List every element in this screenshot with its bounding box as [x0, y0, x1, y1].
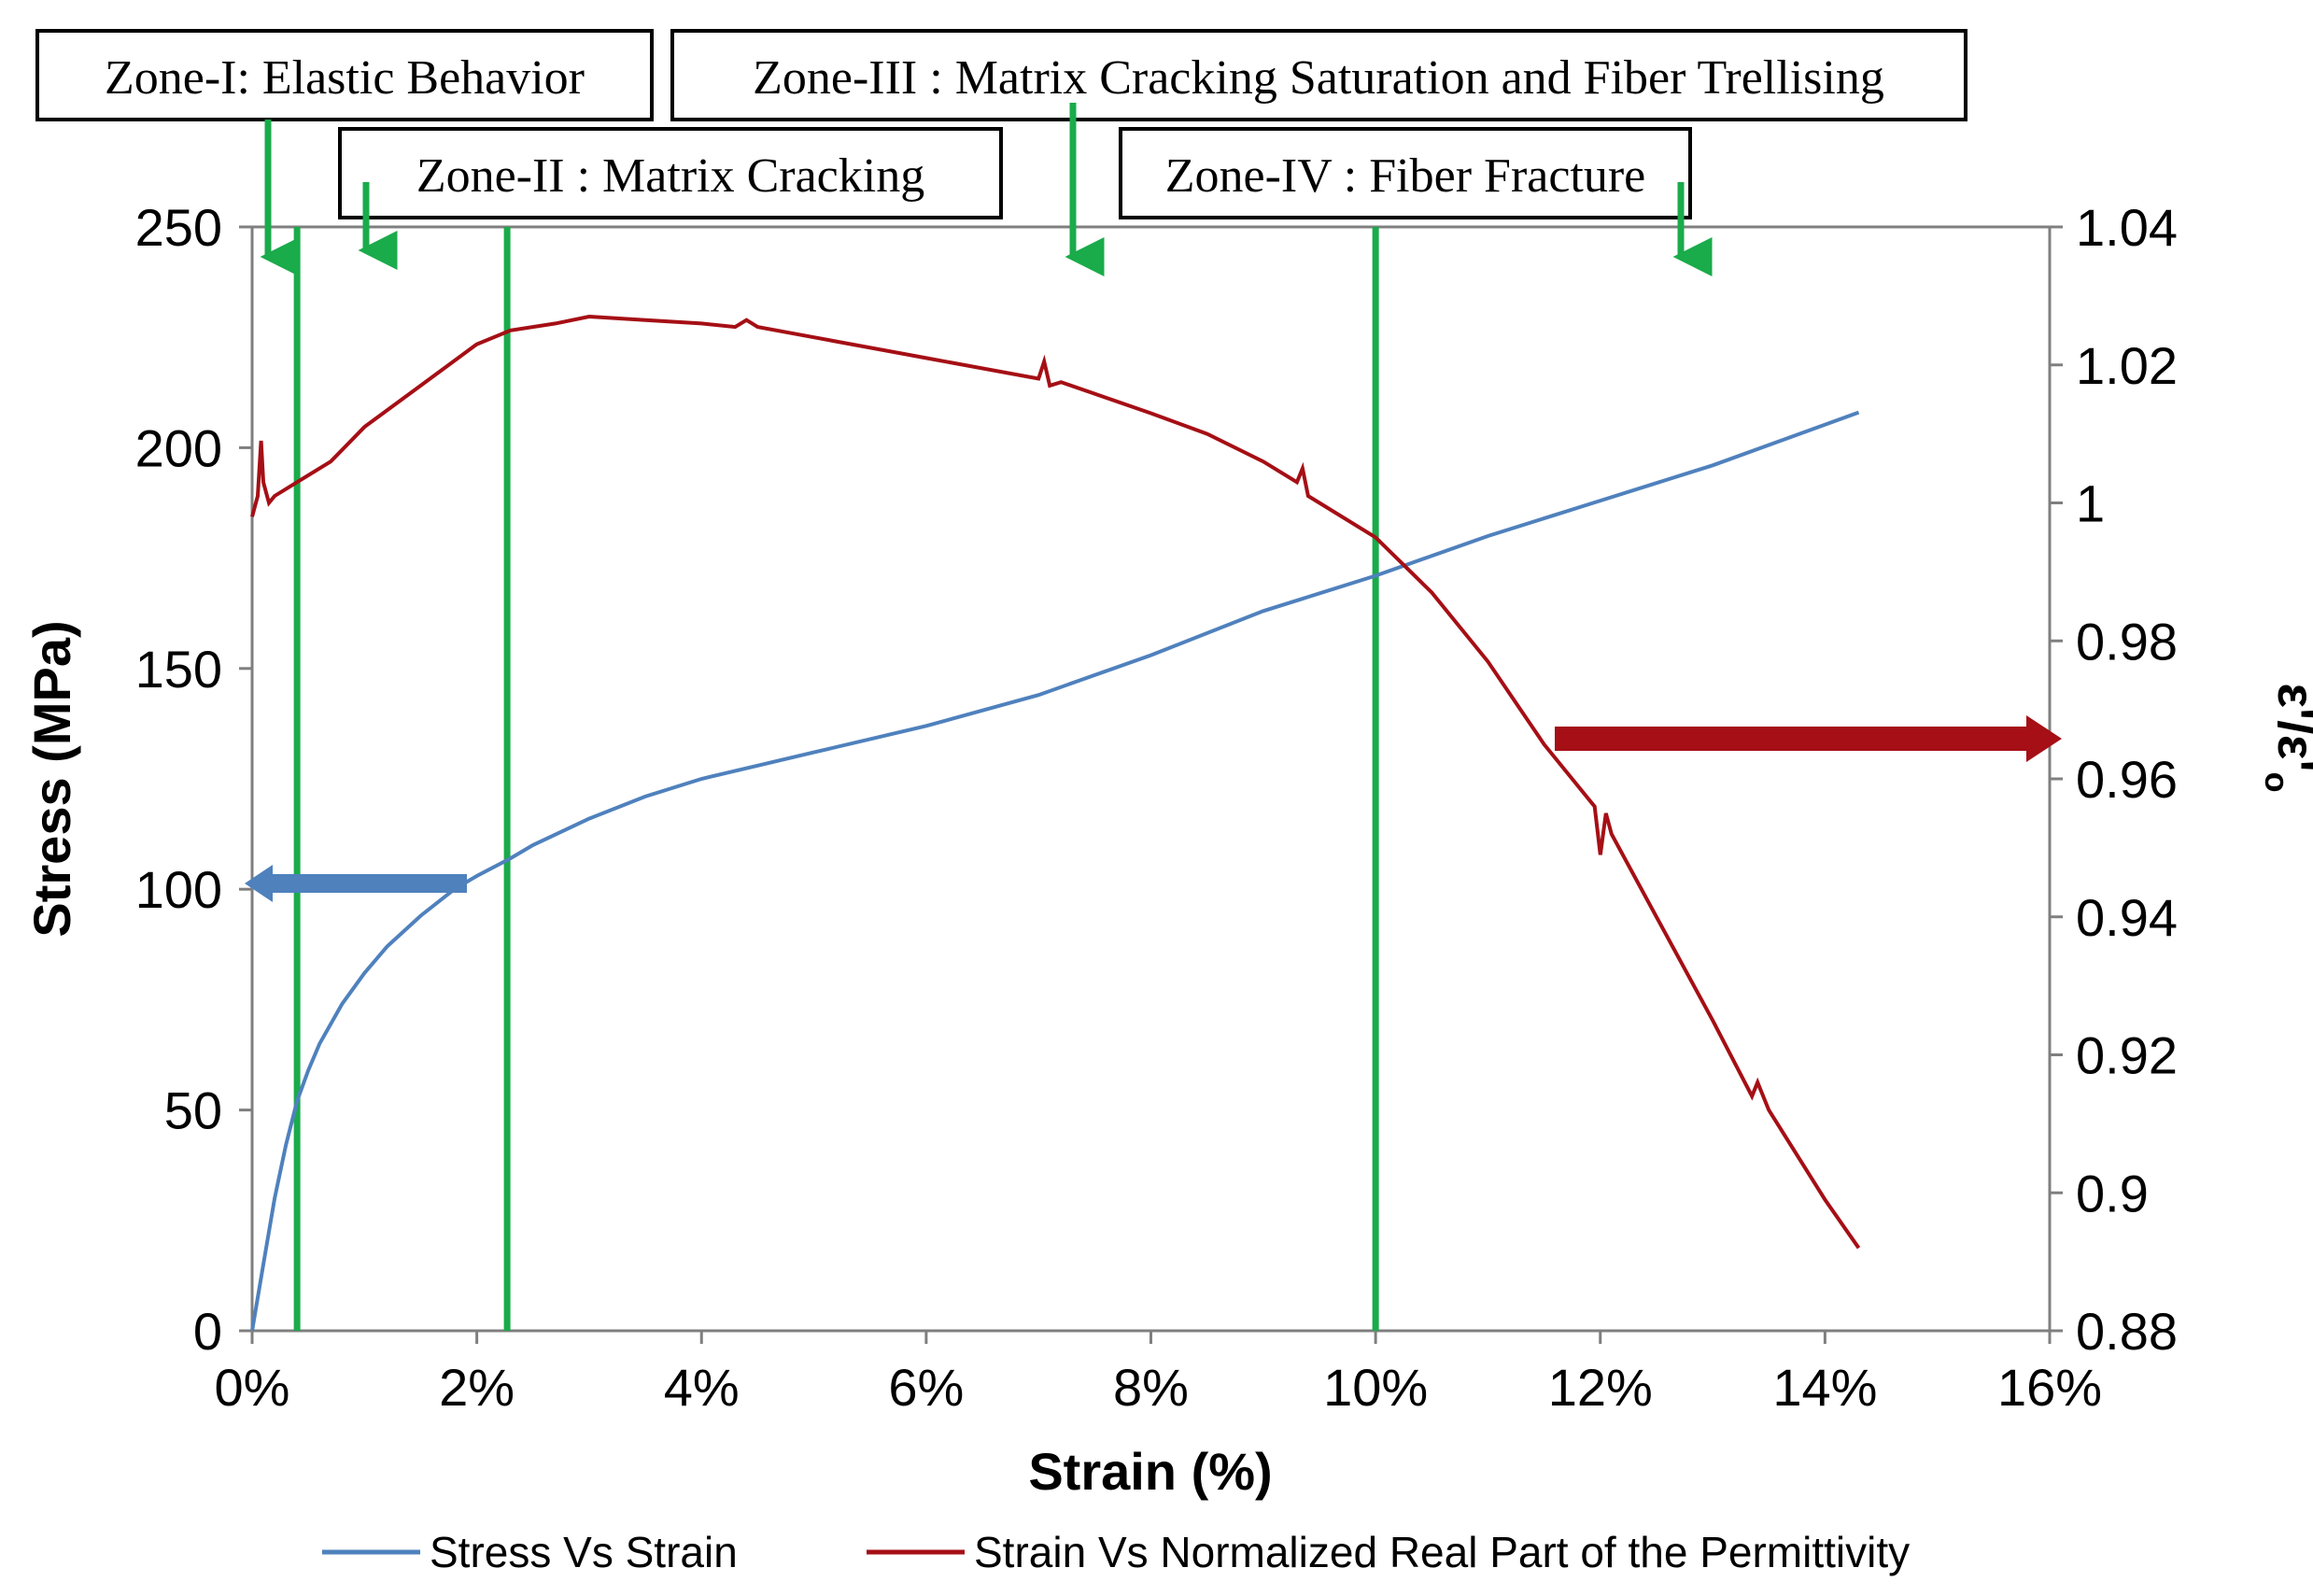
x-tick-label: 14% [1772, 1358, 1877, 1417]
y-tick-label: 150 [135, 640, 222, 699]
x-tick-label: 2% [439, 1358, 515, 1417]
plot-area [250, 225, 2052, 1333]
zone-label-zone4: Zone-IV : Fiber Fracture [1119, 127, 1692, 219]
right-axis-ticks: 0.88 0.9 0.92 0.94 0.96 0.98 1 1.02 1.04 [2050, 198, 2178, 1361]
y-axis-title: Stress (MPa) [22, 620, 81, 937]
y2-tick-label: 0.88 [2076, 1302, 2178, 1361]
zone-label-zone4-text: Zone-IV : Fiber Fracture [1165, 149, 1646, 203]
x-tick-label: 10% [1323, 1358, 1428, 1417]
x-axis-ticks: 0% 2% 4% 6% 8% 10% 12% 14% 16% [215, 1331, 2102, 1417]
y-tick-label: 100 [135, 860, 222, 919]
y2-tick-label: 1.02 [2076, 336, 2178, 395]
zone-label-zone1: Zone-I: Elastic Behavior [35, 29, 654, 121]
zone-label-zone2: Zone-II : Matrix Cracking [338, 127, 1003, 219]
x-tick-label: 0% [215, 1358, 290, 1417]
x-tick-label: 16% [1997, 1358, 2102, 1417]
y2-tick-label: 0.94 [2076, 888, 2178, 947]
legend-permittivity-label: Strain Vs Normalized Real Part of the Pe… [974, 1528, 1910, 1576]
right-axis-pointer-arrow [1555, 715, 2062, 762]
left-axis-pointer-arrow [245, 865, 467, 902]
y2-axis-title: ε'/ε'o [2258, 683, 2313, 792]
legend: Stress Vs Strain Strain Vs Normalized Re… [322, 1528, 1910, 1576]
x-tick-label: 8% [1113, 1358, 1189, 1417]
left-axis-ticks: 0 50 100 150 200 250 [135, 198, 252, 1361]
zone-label-zone2-text: Zone-II : Matrix Cracking [416, 149, 924, 203]
x-axis-title: Strain (%) [1028, 1442, 1272, 1501]
x-tick-label: 12% [1548, 1358, 1653, 1417]
x-tick-label: 4% [664, 1358, 740, 1417]
y2-tick-label: 1.04 [2076, 198, 2178, 257]
y2-tick-label: 0.92 [2076, 1026, 2178, 1085]
zone-pointer-arrows [260, 103, 1713, 276]
y-tick-label: 250 [135, 198, 222, 257]
permittivity-line [250, 314, 1861, 1250]
y2-tick-label: 1 [2076, 474, 2105, 533]
zone-label-zone3: Zone-III : Matrix Cracking Saturation an… [670, 29, 1967, 121]
zone-label-zone1-text: Zone-I: Elastic Behavior [105, 51, 585, 105]
y2-tick-label: 0.96 [2076, 750, 2178, 809]
zone-label-zone3-text: Zone-III : Matrix Cracking Saturation an… [753, 51, 1884, 105]
y2-tick-label: 0.9 [2076, 1164, 2149, 1222]
y2-tick-label: 0.98 [2076, 612, 2178, 671]
x-tick-label: 6% [888, 1358, 964, 1417]
y-tick-label: 200 [135, 418, 222, 477]
y-tick-label: 0 [193, 1302, 222, 1361]
y-tick-label: 50 [164, 1081, 222, 1140]
stress-vs-strain-line [250, 410, 1860, 1332]
zone-boundary-lines [293, 227, 1379, 1331]
legend-stress-label: Stress Vs Strain [430, 1528, 738, 1576]
